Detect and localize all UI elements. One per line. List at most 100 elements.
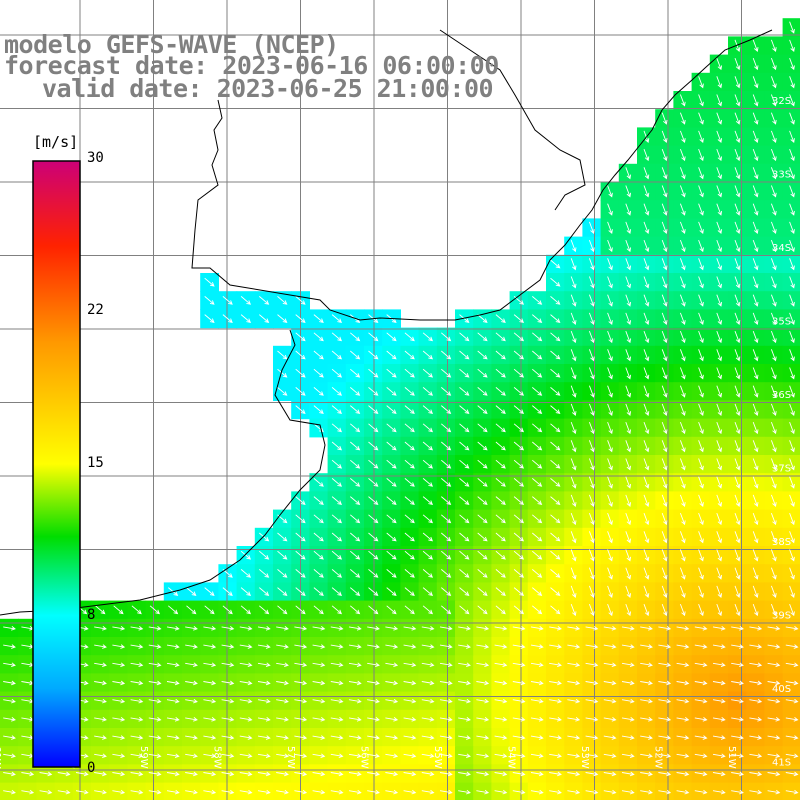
wind-arrow	[752, 549, 759, 562]
wind-arrow	[603, 662, 617, 668]
wind-arrow	[312, 680, 326, 686]
wind-arrow	[512, 771, 526, 777]
wind-arrow	[131, 605, 142, 615]
wind-arrow	[752, 349, 759, 362]
wind-arrow	[603, 771, 617, 777]
wind-arrow	[331, 459, 343, 469]
wind-arrow	[94, 662, 107, 668]
wind-arrow	[550, 532, 561, 542]
wind-arrow	[694, 644, 708, 649]
wind-arrow	[530, 789, 544, 795]
wind-arrow	[39, 789, 53, 795]
wind-arrow	[476, 698, 490, 704]
wind-arrow	[621, 698, 635, 704]
wind-arrow	[495, 478, 506, 487]
wind-arrow	[386, 387, 397, 396]
wind-arrow	[476, 789, 490, 795]
wind-arrow	[607, 512, 613, 526]
wind-speed-cell	[782, 546, 800, 565]
wind-arrow	[749, 735, 763, 740]
wind-arrow	[643, 421, 650, 435]
wind-arrow	[512, 644, 526, 649]
wind-arrow	[550, 459, 561, 469]
wind-arrow	[368, 496, 379, 506]
wind-arrow	[588, 458, 595, 471]
wind-arrow	[570, 476, 577, 489]
wind-arrow	[421, 644, 435, 649]
wind-arrow	[550, 277, 561, 287]
wind-arrow	[477, 368, 488, 378]
wind-speed-cell	[782, 291, 800, 310]
wind-arrow	[386, 550, 397, 560]
wind-arrow	[716, 421, 723, 435]
wind-arrow	[734, 330, 741, 344]
wind-arrow	[513, 459, 525, 469]
wind-arrow	[570, 421, 577, 435]
wind-arrow	[770, 421, 777, 435]
wind-arrow	[221, 626, 235, 631]
wind-arrow	[588, 440, 595, 453]
wind-arrow	[495, 459, 506, 469]
wind-arrow	[643, 276, 650, 289]
wind-arrow	[495, 532, 506, 542]
wind-arrow	[588, 512, 595, 526]
wind-arrow	[767, 698, 781, 704]
wind-arrow	[734, 94, 741, 107]
wind-arrow	[752, 385, 759, 398]
wind-speed-cell	[782, 109, 800, 128]
wind-arrow	[439, 717, 453, 722]
wind-speed-cell	[782, 36, 800, 56]
wind-arrow	[643, 512, 650, 526]
wind-arrow	[550, 332, 561, 342]
wind-arrow	[585, 626, 599, 631]
wind-arrow	[148, 789, 162, 795]
wind-arrow	[749, 789, 763, 795]
wind-arrow	[643, 440, 650, 453]
colorbar-tick-30: 30	[87, 150, 104, 166]
wind-arrow	[698, 567, 704, 580]
wind-arrow	[385, 644, 399, 649]
wind-arrow	[658, 717, 672, 722]
wind-arrow	[148, 626, 162, 631]
wind-arrow	[734, 476, 741, 489]
wind-arrow	[112, 753, 126, 759]
wind-arrow	[459, 550, 470, 560]
wind-arrow	[789, 603, 795, 617]
wind-arrow	[789, 567, 795, 580]
wind-arrow	[403, 662, 417, 668]
wind-arrow	[477, 314, 488, 324]
wind-arrow	[367, 680, 380, 686]
wind-arrow	[716, 567, 723, 580]
wind-arrow	[386, 368, 397, 378]
wind-arrow	[240, 569, 252, 578]
wind-arrow	[276, 771, 289, 777]
wind-arrow	[404, 496, 415, 506]
wind-arrow	[439, 698, 453, 704]
wind-arrow	[277, 368, 288, 378]
wind-arrow	[257, 753, 271, 759]
wind-arrow	[166, 680, 180, 686]
wind-arrow	[789, 258, 795, 271]
wind-arrow	[203, 626, 217, 631]
wind-arrow	[770, 349, 777, 362]
wind-arrow	[148, 662, 162, 668]
wind-arrow	[661, 367, 668, 380]
wind-arrow	[643, 367, 650, 380]
wind-arrow	[734, 57, 741, 71]
wind-arrow	[550, 423, 561, 433]
wind-arrow	[588, 476, 595, 489]
colorbar-tick-22: 22	[87, 302, 104, 318]
wind-arrow	[643, 221, 650, 234]
wind-arrow	[477, 550, 488, 560]
wind-arrow	[530, 735, 544, 740]
wind-arrow	[752, 239, 759, 253]
wind-speed-cell	[782, 309, 800, 329]
wind-arrow	[643, 476, 650, 489]
wind-speed-cell	[782, 527, 800, 547]
wind-arrow	[712, 771, 726, 777]
wind-arrow	[458, 753, 471, 759]
wind-arrow	[698, 512, 704, 526]
wind-arrow	[458, 644, 471, 649]
wind-arrow	[625, 203, 632, 216]
wind-arrow	[785, 771, 799, 777]
